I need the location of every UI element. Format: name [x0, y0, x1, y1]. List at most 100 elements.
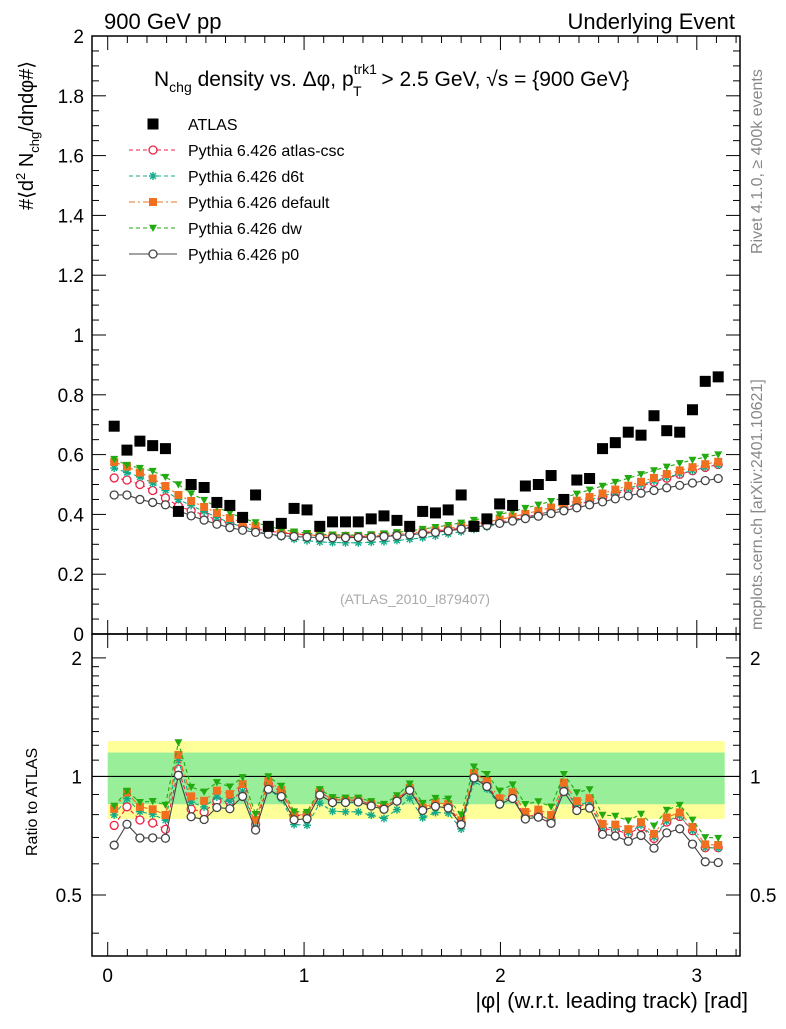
ratio-point — [457, 811, 466, 819]
ratio-point — [675, 801, 684, 810]
ratio-point — [598, 819, 607, 828]
ratio-point — [277, 782, 286, 790]
ratio-point — [379, 800, 388, 809]
series-point — [212, 519, 222, 529]
ratio-point — [200, 788, 209, 796]
title-chg: chg — [169, 79, 192, 95]
series-point — [495, 511, 504, 519]
legend: ATLAS Pythia 6.426 atlas-csc Pythia 6.426 … — [129, 117, 345, 264]
series-point — [700, 475, 710, 486]
series-point — [174, 490, 183, 499]
series-point — [637, 477, 646, 486]
ratio-point — [559, 770, 568, 779]
series-point — [688, 463, 697, 472]
series-point — [611, 478, 620, 487]
series-point — [135, 479, 145, 490]
series-point — [148, 467, 157, 476]
ratio-point — [290, 808, 299, 816]
ratio-point — [547, 803, 556, 811]
series-point — [701, 453, 710, 461]
atlas-point — [301, 504, 313, 516]
series-point — [611, 485, 620, 494]
ratio-point — [547, 811, 556, 820]
series-point — [520, 513, 531, 524]
ratio-point — [251, 810, 260, 819]
atlas-point — [147, 440, 159, 452]
y-tick-label: 1.8 — [58, 87, 84, 108]
ratio-y-axis-label: Ratio to ATLAS — [24, 748, 41, 856]
legend-entry: Pythia 6.426 p0 — [129, 247, 299, 264]
series-point — [135, 494, 145, 505]
series-point — [546, 508, 556, 519]
ratio-point — [303, 808, 312, 817]
series-point — [315, 532, 325, 543]
series-point — [585, 486, 594, 494]
atlas-point — [674, 426, 686, 438]
ratio-tick-label: 0.5 — [56, 886, 82, 907]
series-point — [251, 519, 260, 527]
series-point — [547, 503, 556, 512]
series-point — [225, 522, 235, 533]
series-point — [187, 496, 196, 505]
series-point — [379, 531, 389, 542]
ratio-point — [328, 794, 337, 802]
atlas-point — [532, 479, 544, 490]
series-point — [597, 497, 608, 507]
series-point — [250, 527, 261, 537]
series-point — [225, 509, 234, 517]
series-point — [161, 473, 170, 482]
ratio-point — [508, 781, 517, 789]
ratio-point — [688, 816, 697, 824]
legend-marker — [148, 249, 158, 259]
series-point — [340, 533, 351, 543]
series-point — [457, 519, 466, 527]
atlas-point — [468, 520, 480, 532]
ratio-point — [418, 799, 427, 808]
ylabel-e: /dηdφ#⟩ — [16, 61, 38, 132]
ratio-series-4 — [110, 739, 723, 843]
ratio-point — [238, 774, 247, 782]
series-point — [289, 531, 299, 542]
series-point — [637, 471, 646, 479]
ratio-point — [533, 812, 543, 822]
atlas-point — [622, 426, 634, 438]
ratio-point — [431, 794, 440, 803]
series-point — [598, 489, 607, 498]
ratio-point — [212, 786, 221, 795]
ratio-point — [495, 799, 505, 809]
series-point — [507, 516, 518, 526]
ratio-point — [354, 807, 363, 816]
ratio-point — [469, 773, 479, 783]
y-tick-label: 1.2 — [58, 266, 84, 287]
legend-entry: Pythia 6.426 default — [129, 195, 330, 212]
series-point — [392, 530, 402, 541]
ratio-point — [534, 805, 543, 814]
series-point — [109, 490, 119, 500]
atlas-point — [571, 474, 583, 486]
atlas-point — [340, 516, 352, 528]
series-point — [534, 506, 543, 515]
series-point — [662, 483, 672, 493]
series-point — [122, 475, 132, 485]
ratio-point — [148, 833, 158, 843]
legend-entry: ATLAS — [147, 117, 238, 134]
ratio-point — [109, 820, 119, 831]
series-point — [688, 456, 697, 464]
ratio-tick-label-right: 0.5 — [750, 886, 776, 907]
series-5 — [109, 473, 723, 543]
ratio-point — [173, 770, 184, 780]
series-point — [110, 464, 119, 473]
ratio-point — [251, 815, 260, 824]
ratio-point — [315, 799, 324, 808]
series-point — [610, 494, 620, 504]
atlas-point — [661, 425, 673, 437]
ratio-point — [482, 776, 491, 785]
series-point — [572, 496, 581, 505]
x-tick-label: 0 — [102, 966, 113, 987]
ratio-point — [662, 813, 671, 822]
header-right: Underlying Event — [567, 9, 735, 34]
atlas-point — [262, 520, 274, 532]
ratio-point — [482, 771, 491, 779]
mcplots-label: mcplots.cern.ch [arXiv:2401.10621] — [749, 379, 766, 630]
y-tick-label: 0.2 — [58, 565, 84, 586]
